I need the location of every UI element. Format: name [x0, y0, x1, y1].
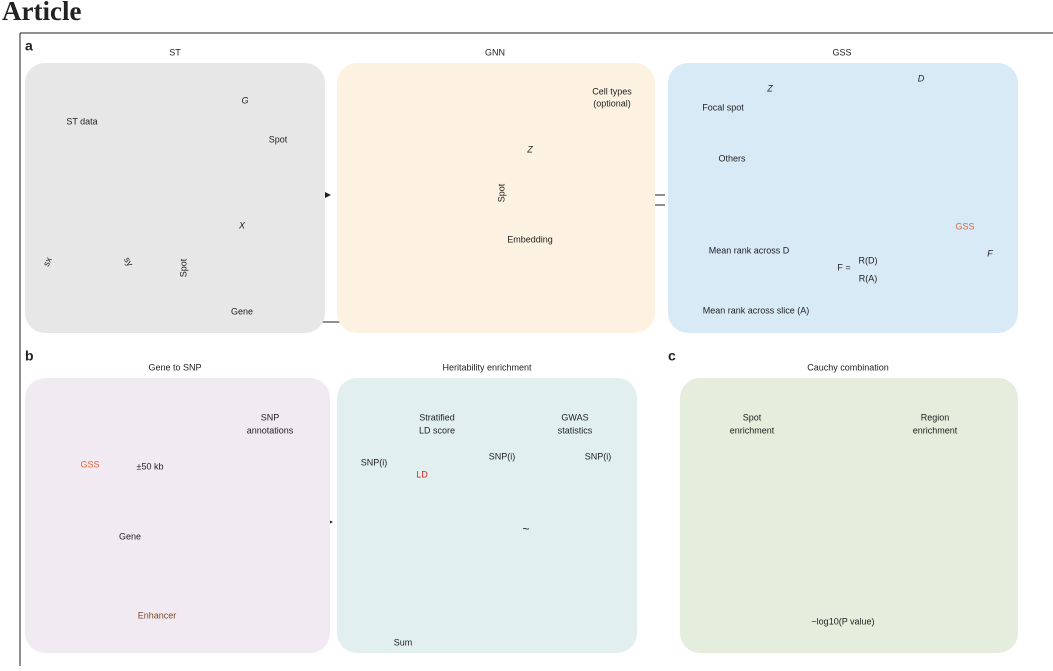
label: Gene: [119, 531, 141, 541]
label: Mean rank across D: [709, 245, 790, 255]
panel-box: [25, 378, 330, 653]
label: D: [918, 73, 925, 83]
label: LD: [416, 469, 428, 479]
panel-label: c: [668, 348, 676, 364]
page-title: Article: [2, 0, 81, 26]
label: Enhancer: [138, 610, 177, 620]
label: LD score: [419, 425, 455, 435]
label: annotations: [247, 425, 294, 435]
section-title: GNN: [485, 47, 505, 57]
panel-box: [337, 63, 655, 333]
formula: F =: [837, 262, 850, 272]
label: ST data: [66, 116, 97, 126]
section-title: GSS: [832, 47, 851, 57]
label: Mean rank across slice (A): [703, 305, 810, 315]
section-title: ST: [169, 47, 181, 57]
panel-box: [668, 63, 1018, 333]
label: (optional): [593, 98, 631, 108]
panel-label: b: [25, 348, 34, 364]
panel-box: [337, 378, 637, 653]
label: X: [238, 220, 246, 230]
label: Spot: [496, 183, 506, 202]
label: Cell types: [592, 86, 632, 96]
curve-label: GSS: [955, 221, 974, 231]
panel-label: a: [25, 38, 33, 54]
label: Embedding: [507, 234, 553, 244]
label: enrichment: [913, 425, 958, 435]
label: Focal spot: [702, 102, 744, 112]
colorbar-label: −log10(P value): [811, 616, 874, 626]
label: Sum: [394, 637, 413, 647]
formula: R(A): [859, 273, 878, 283]
label: Others: [718, 153, 746, 163]
section-title: Heritability enrichment: [442, 362, 532, 372]
label: statistics: [558, 425, 593, 435]
label: G: [241, 95, 248, 105]
label: Gene: [231, 306, 253, 316]
panel-box: [680, 378, 1018, 653]
label: Spot: [178, 258, 188, 277]
label: Z: [526, 144, 533, 154]
section-title: Gene to SNP: [148, 362, 201, 372]
label: enrichment: [730, 425, 775, 435]
label: SNP(i): [489, 451, 516, 461]
label: Spot: [743, 412, 762, 422]
section-title: Cauchy combination: [807, 362, 889, 372]
label: Stratified: [419, 412, 455, 422]
label: Z: [766, 83, 773, 93]
label: SNP(i): [361, 457, 388, 467]
curve-label: F: [987, 248, 993, 258]
label: GWAS: [561, 412, 588, 422]
label: SNP: [261, 412, 280, 422]
panel-box: [25, 63, 325, 333]
label: ~: [522, 522, 529, 536]
label: SNP(i): [585, 451, 612, 461]
label: Region: [921, 412, 950, 422]
formula: R(D): [859, 255, 878, 265]
label: Spot: [269, 134, 288, 144]
label: ±50 kb: [137, 461, 164, 471]
label: GSS: [80, 459, 99, 469]
